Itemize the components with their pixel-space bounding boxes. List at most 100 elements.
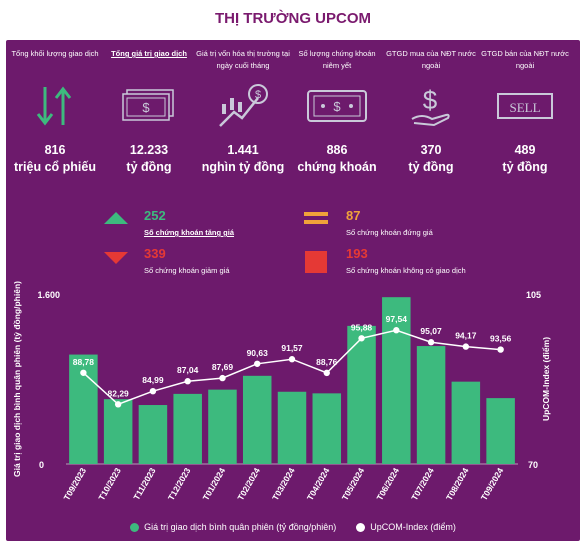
declining-count: 339 [144,246,166,261]
index-data-label: 94,17 [455,331,477,341]
bar [451,381,481,464]
stat-unit: tỷ đồng [126,160,172,174]
index-point [497,346,504,353]
index-point [184,378,191,385]
stat-listed: Số lượng chứng khoán niêm yết $ 886 chứn… [290,48,384,176]
bar [103,399,133,464]
red-square-icon [305,251,327,273]
index-data-label: 87,69 [212,362,234,372]
index-point [427,339,435,346]
category-tick-label: T10/2023 [96,466,123,502]
svg-text:$: $ [333,99,341,114]
stat-unit: tỷ đồng [408,160,454,174]
infographic-panel: Tổng khối lượng giao dịch 816 triệu cổ p… [6,40,580,541]
category-tick-label: T04/2024 [305,466,332,502]
banknote-icon: $ [290,80,384,132]
category-tick-label: T08/2024 [444,466,471,502]
svg-text:$: $ [255,89,261,101]
category-tick-label: T03/2024 [270,466,297,502]
stat-unit: chứng khoán [297,160,377,174]
advancing-label: Số chứng khoán tăng giá [144,228,235,237]
stat-value: 816 [44,143,66,157]
index-data-label: 87,04 [177,365,199,375]
category-tick-label: T05/2024 [340,466,367,502]
stat-label: GTGD bán của NĐT nước ngoài [481,49,569,70]
svg-text:$: $ [423,85,438,115]
unchanged-count: 87 [346,208,361,223]
legend-bars: Giá trị giao dịch bình quân phiên (tỷ đồ… [130,522,336,532]
category-tick-label: T02/2024 [235,466,262,502]
index-point [219,374,226,382]
stat-volume: Tổng khối lượng giao dịch 816 triệu cổ p… [8,48,102,176]
index-point [80,369,87,376]
stat-label: Số lượng chứng khoán niêm yết [298,49,376,70]
stat-unit: nghìn tỷ đồng [201,160,285,174]
bar [277,391,307,464]
category-tick-label: T09/2023 [61,466,88,502]
bar [138,405,168,464]
category-tick-label: T07/2024 [409,466,436,502]
unchanged-label: Số chứng khoán đứng giá [346,228,433,237]
index-point [358,335,365,342]
chart-legend: Giá trị giao dịch bình quân phiên (tỷ đồ… [6,522,580,532]
left-axis-title: Giá trị giao dịch bình quân phiên (tỷ đồ… [12,281,22,477]
sell-sign-icon: SELL [478,80,572,132]
right-axis-tick-label: 70 [528,460,538,470]
candlestick-growth-icon: $ [196,80,290,132]
combo-chart: 1.600 0 105 70 Giá trị giao dịch bình quân p… [12,281,551,502]
stat-unit: tỷ đồng [502,160,548,174]
index-data-label: 88,78 [73,357,95,367]
legend-line: UpCOM-Index (điểm) [356,522,456,532]
up-triangle-icon [104,212,128,224]
bar [486,398,515,464]
index-data-label: 95,07 [420,326,442,336]
no-trade-count: 193 [346,246,368,261]
down-triangle-icon [104,252,128,264]
bar [208,389,237,464]
index-point [462,343,470,350]
index-data-label: 88,76 [316,357,338,367]
category-tick-label: T11/2023 [131,466,158,502]
stat-label: Tổng giá trị giao dịch [111,49,187,58]
left-axis-tick-label: 1.600 [37,290,60,300]
index-data-label: 97,54 [386,314,408,324]
right-axis-title: UpCOM-Index (điểm) [541,337,551,421]
up-down-arrows-icon [8,80,102,132]
stat-label: GTGD mua của NĐT nước ngoài [386,49,476,70]
stat-foreign-sell: GTGD bán của NĐT nước ngoài SELL 489 tỷ … [478,48,572,176]
bar [242,375,272,464]
dollar-hand-icon: $ [384,80,478,132]
bar [416,346,446,464]
svg-text:$: $ [142,100,150,115]
index-data-label: 93,56 [490,334,512,344]
stat-value: 489 [514,143,536,157]
index-point [323,369,330,377]
index-point [114,401,122,408]
equal-icon [304,212,328,224]
legend-bar-label: Giá trị giao dịch bình quân phiên (tỷ đồ… [144,522,337,532]
index-data-label: 84,99 [142,375,164,385]
page-title: THỊ TRƯỜNG UPCOM [214,10,372,27]
declining-label: Số chứng khoán giảm giá [144,266,230,275]
bar [173,393,202,464]
stat-label: Giá trị vốn hóa thị trường tại ngày cuối… [196,49,290,70]
no-trade-label: Số chứng khoán không có giao dịch [346,266,466,275]
banknotes-icon: $ [102,80,196,132]
stat-foreign-buy: GTGD mua của NĐT nước ngoài $ 370 tỷ đồn… [384,48,478,176]
stat-market-cap: Giá trị vốn hóa thị trường tại ngày cuối… [196,48,290,176]
bar [312,393,342,464]
advancing-count: 252 [144,208,166,223]
left-axis-tick-label: 0 [39,460,44,470]
stat-unit: triệu cổ phiếu [14,160,96,174]
category-tick-label: T06/2024 [374,466,401,502]
category-tick-label: T12/2023 [166,466,193,502]
index-point [149,387,157,395]
index-point [288,356,296,363]
bar [347,325,376,464]
index-data-label: 91,57 [281,343,303,353]
index-point [254,360,261,367]
bar [382,297,411,464]
index-data-label: 95,88 [351,322,373,332]
stat-value: 886 [326,143,348,157]
stat-label: Tổng khối lượng giao dịch [11,49,99,58]
